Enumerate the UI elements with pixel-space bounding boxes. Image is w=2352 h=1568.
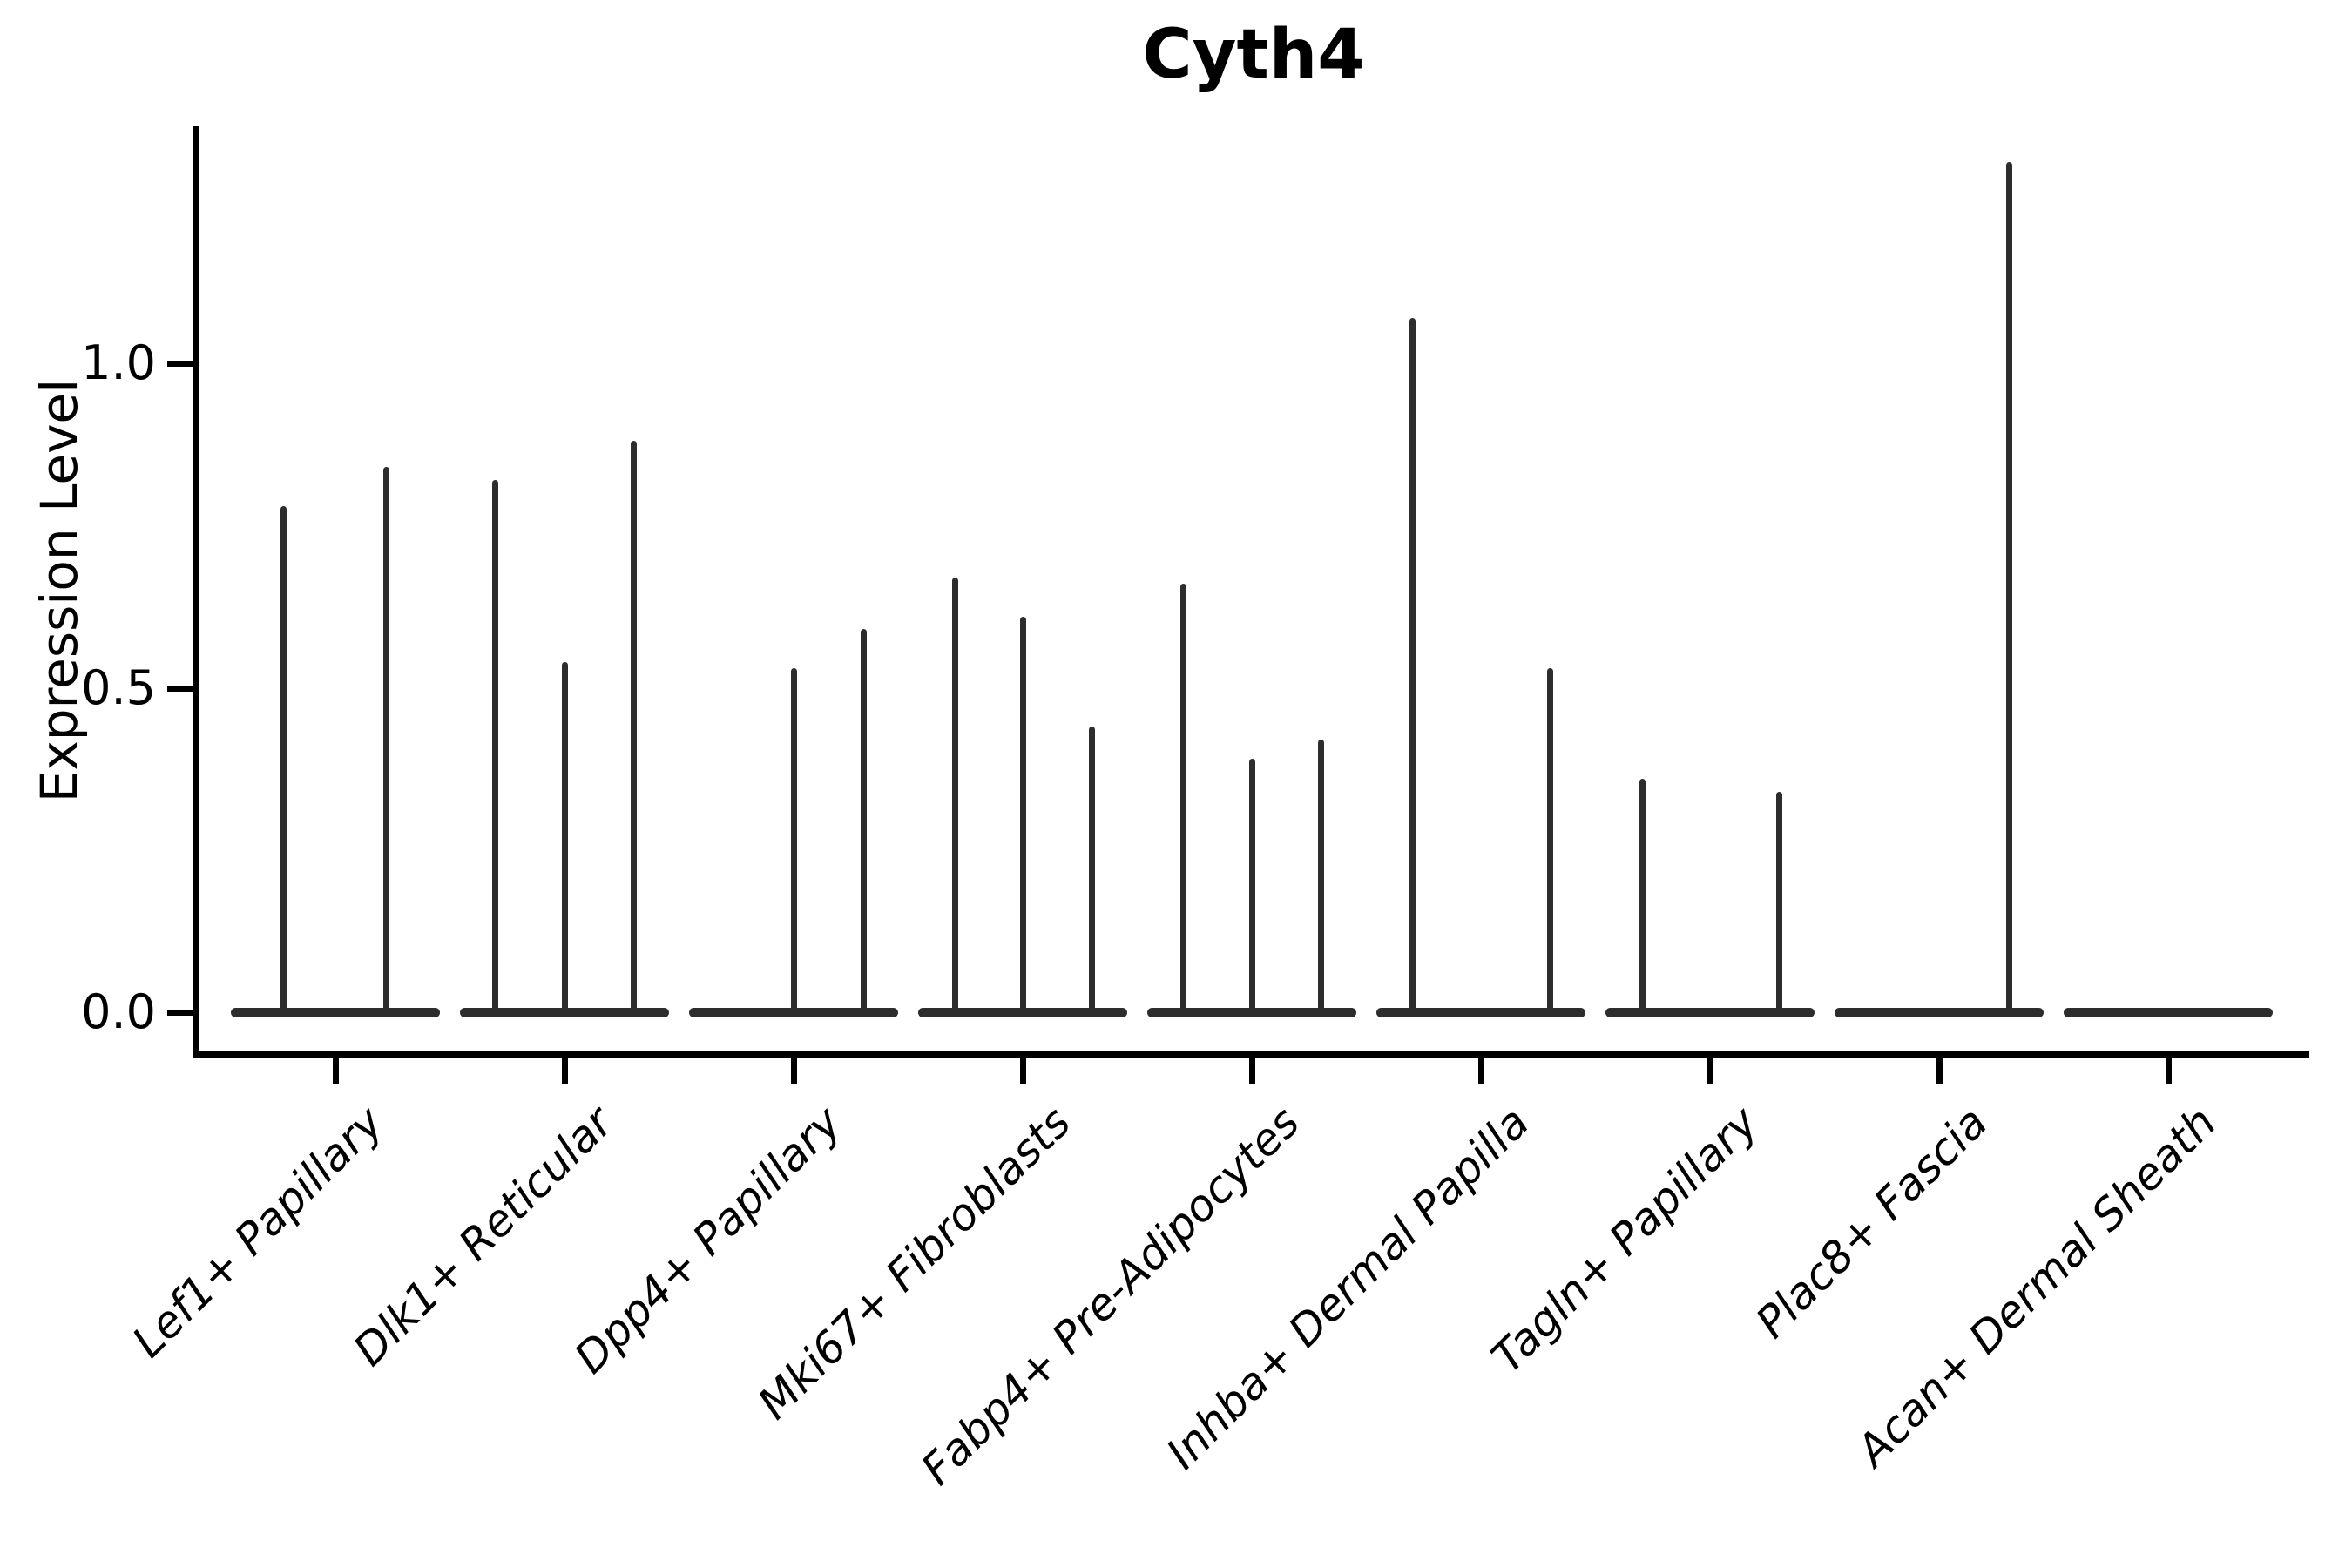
violin-spike [791,668,797,1012]
violin-spike [1180,584,1186,1012]
violin-baseline [231,1008,440,1017]
y-axis-spine [193,126,199,1058]
violin-spike [1547,668,1553,1012]
violin-spike [492,480,498,1012]
y-tick-label: 0.0 [81,984,156,1039]
violin-spike [1776,791,1782,1012]
violin-spike [1639,778,1646,1012]
violin-baseline [1835,1008,2044,1017]
x-tick [333,1057,339,1084]
y-tick [167,685,193,692]
violin-spike [1409,317,1416,1012]
y-tick-label: 0.5 [81,659,156,715]
violin-spike [562,661,568,1012]
violin-baseline [2064,1008,2273,1017]
violin-baseline [1605,1008,1815,1017]
violin-spike [383,467,389,1012]
x-tick [2166,1057,2172,1084]
violin-spike [280,505,287,1012]
x-tick-label: Fabp4+ Pre-Adipocytes [911,1096,1310,1495]
x-tick [1936,1057,1943,1084]
y-tick-label: 1.0 [81,335,156,390]
violin-spike [1089,727,1095,1012]
x-tick [1707,1057,1713,1084]
x-tick [1249,1057,1255,1084]
violin-spike [952,577,958,1012]
violin-spike [861,629,867,1012]
violin-spike [631,441,637,1012]
x-tick [791,1057,797,1084]
y-axis-label: Expression Level [30,378,89,802]
violin-baseline [1147,1008,1356,1017]
y-tick [167,1010,193,1016]
violin-baseline [918,1008,1127,1017]
x-tick [1020,1057,1026,1084]
chart-title: Cyth4 [1142,16,1365,94]
violin-baseline [460,1008,669,1017]
x-tick-label: Plac8+ Fascia [1746,1096,1997,1348]
violin-baseline [1376,1008,1585,1017]
y-tick [167,361,193,367]
violin-spike [1249,759,1255,1012]
x-axis-spine [193,1051,2309,1058]
violin-spike [1318,740,1324,1012]
x-tick [1478,1057,1484,1084]
violin-baseline [689,1008,898,1017]
x-tick [562,1057,568,1084]
violin-spike [1020,616,1026,1012]
x-tick-label: Inhba+ Dermal Papilla [1156,1096,1539,1479]
violin-spike [2006,162,2012,1012]
x-tick-label: Lef1+ Papillary [123,1096,394,1368]
